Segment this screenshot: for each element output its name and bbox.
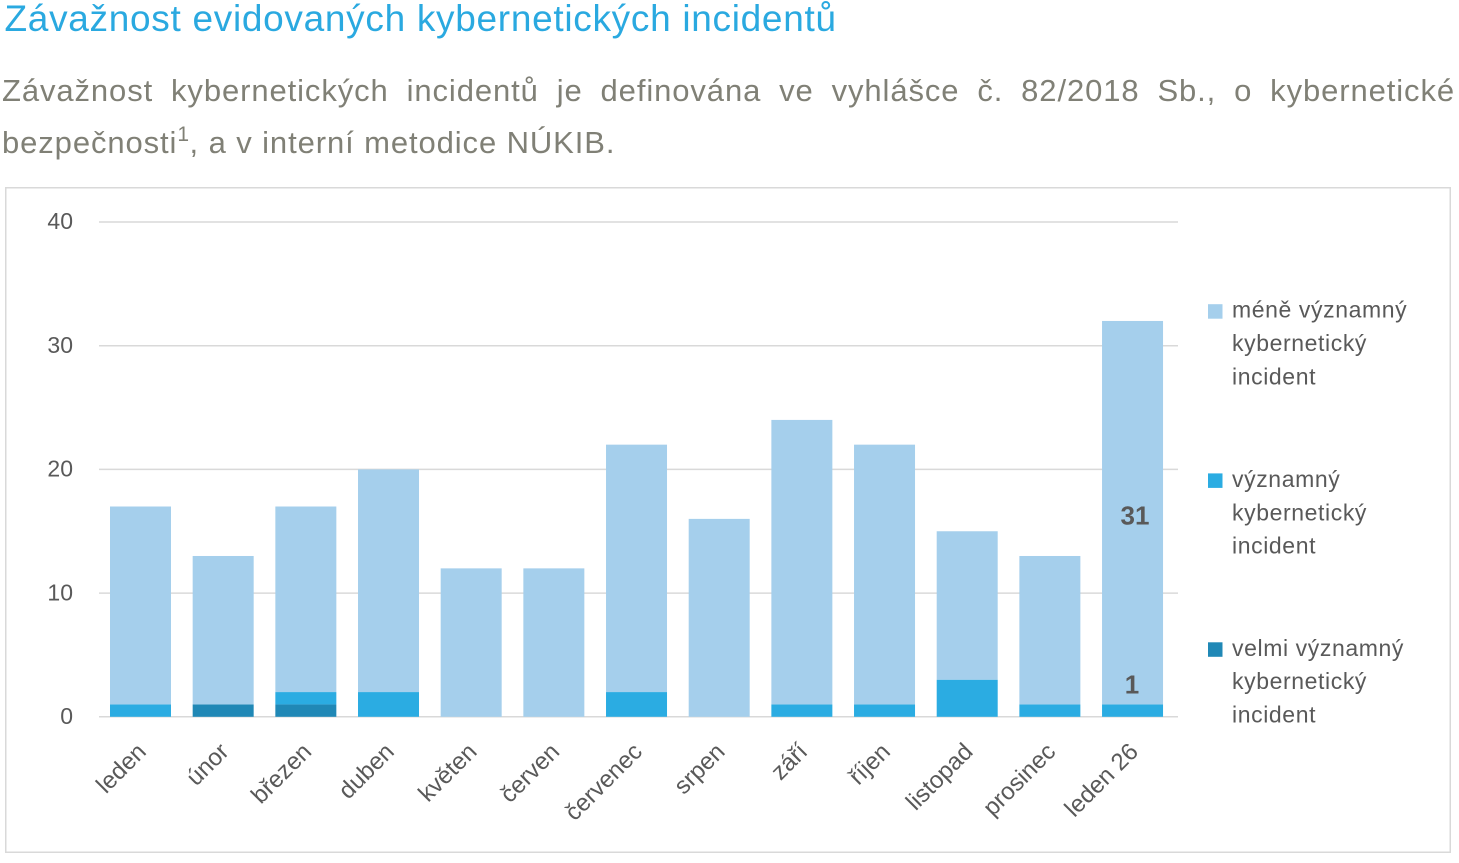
svg-text:incident: incident: [1232, 533, 1316, 559]
svg-text:incident: incident: [1232, 364, 1316, 390]
svg-text:1: 1: [1125, 670, 1139, 700]
svg-text:kybernetický: kybernetický: [1232, 499, 1367, 525]
svg-text:30: 30: [47, 332, 73, 358]
svg-text:31: 31: [1121, 500, 1150, 530]
svg-text:významný: významný: [1232, 466, 1340, 492]
svg-text:10: 10: [47, 579, 73, 605]
svg-text:20: 20: [47, 456, 73, 482]
svg-text:kybernetický: kybernetický: [1232, 330, 1367, 356]
svg-text:méně významný: méně významný: [1232, 297, 1407, 323]
svg-text:incident: incident: [1232, 702, 1316, 728]
svg-text:40: 40: [47, 208, 73, 234]
svg-text:0: 0: [60, 703, 73, 729]
svg-text:velmi významný: velmi významný: [1232, 635, 1404, 661]
svg-text:kybernetický: kybernetický: [1232, 668, 1367, 694]
